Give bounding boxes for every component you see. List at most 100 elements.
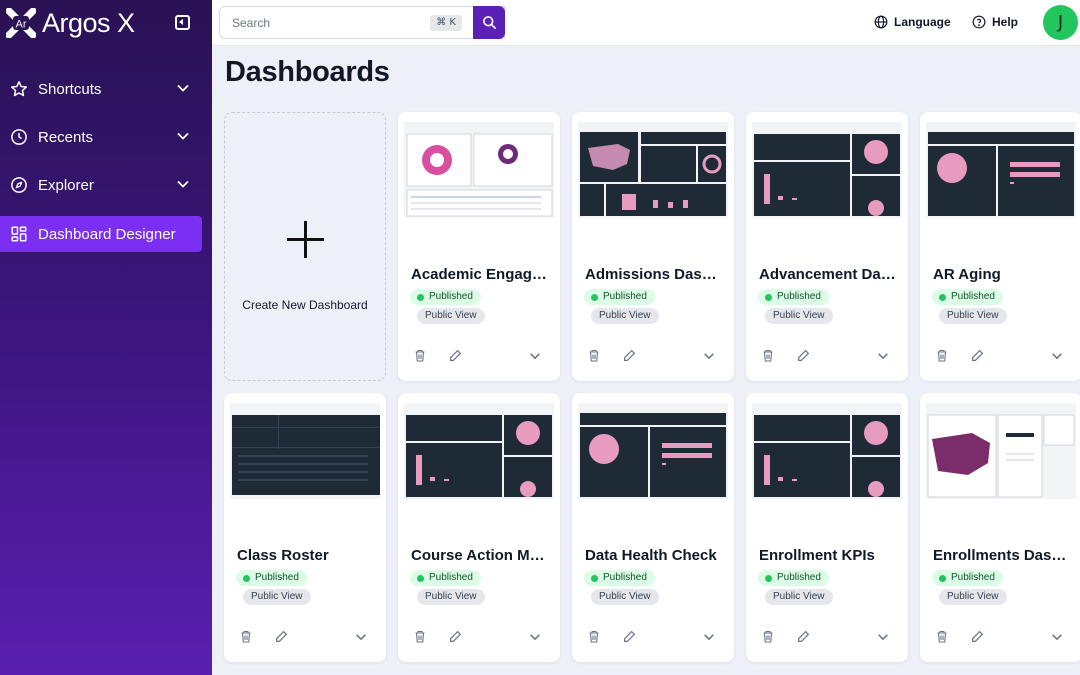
create-new-dashboard-card[interactable]: Create New Dashboard: [224, 112, 386, 381]
dashboard-thumbnail[interactable]: [926, 403, 1076, 499]
dashboard-card[interactable]: AR Aging Published Public View: [920, 112, 1080, 381]
visibility-badge: Public View: [243, 589, 311, 605]
status-dot-icon: [591, 293, 598, 301]
dashboard-thumbnail[interactable]: [578, 403, 728, 499]
dashboard-title[interactable]: Data Health Check: [585, 547, 717, 564]
dashboard-thumbnail[interactable]: [404, 403, 554, 499]
status-dot-icon: [939, 574, 946, 582]
status-badge: Published: [410, 570, 481, 586]
chevron-down-icon: [176, 81, 190, 99]
edit-icon[interactable]: [623, 349, 636, 367]
dashboard-thumbnail[interactable]: [578, 122, 728, 218]
dashboard-title[interactable]: Admissions Dashboard: [585, 266, 725, 283]
status-label: Published: [603, 291, 647, 302]
dashboard-thumbnail[interactable]: [404, 122, 554, 218]
language-label: Language: [894, 15, 951, 29]
status-label: Published: [429, 291, 473, 302]
dashboard-card[interactable]: Advancement Dashboard Published Public V…: [746, 112, 908, 381]
dashboard-title[interactable]: Advancement Dashboard: [759, 266, 899, 283]
dashboard-card[interactable]: Academic Engagement Dashboard Published …: [398, 112, 560, 381]
edit-icon[interactable]: [797, 630, 810, 648]
search-icon: [482, 16, 496, 29]
dashboard-card[interactable]: Enrollments Dashboard Published Public V…: [920, 393, 1080, 662]
dashboard-card[interactable]: Class Roster Published Public View: [224, 393, 386, 662]
dashboard-card[interactable]: Enrollment KPIs Published Public View: [746, 393, 908, 662]
app-logo[interactable]: Ar Argos X: [5, 6, 135, 40]
dashboard-title[interactable]: AR Aging: [933, 266, 1001, 283]
status-label: Published: [603, 572, 647, 583]
status-label: Published: [777, 572, 821, 583]
chevron-down-icon: [176, 129, 190, 147]
language-button[interactable]: Language: [874, 15, 951, 29]
delete-icon[interactable]: [588, 630, 600, 648]
create-new-dashboard-label: Create New Dashboard: [242, 298, 368, 312]
search-button[interactable]: [473, 6, 505, 39]
sidebar-item-dashboard-designer[interactable]: Dashboard Designer: [0, 216, 202, 252]
dashboard-title[interactable]: Course Action Monitor: [411, 547, 551, 564]
sidebar-item-explorer[interactable]: Explorer: [0, 167, 202, 203]
status-badge: Published: [758, 570, 829, 586]
edit-icon[interactable]: [797, 349, 810, 367]
edit-icon[interactable]: [449, 630, 462, 648]
dashboard-thumbnail[interactable]: [752, 403, 902, 499]
edit-icon[interactable]: [971, 630, 984, 648]
delete-icon[interactable]: [414, 630, 426, 648]
delete-icon[interactable]: [240, 630, 252, 648]
dashboard-thumbnail[interactable]: [752, 122, 902, 218]
edit-icon[interactable]: [971, 349, 984, 367]
status-label: Published: [951, 291, 995, 302]
edit-icon[interactable]: [449, 349, 462, 367]
plus-icon: [287, 221, 324, 258]
edit-icon[interactable]: [623, 630, 636, 648]
visibility-badge: Public View: [417, 308, 485, 324]
sidebar-item-label: Explorer: [38, 176, 94, 194]
sidebar-item-shortcuts[interactable]: Shortcuts: [0, 71, 202, 107]
user-avatar[interactable]: J: [1043, 5, 1078, 40]
visibility-badge: Public View: [765, 589, 833, 605]
chevron-down-icon[interactable]: [1051, 630, 1063, 648]
grid-icon: [10, 225, 28, 243]
dashboard-title[interactable]: Enrollments Dashboard: [933, 547, 1073, 564]
chevron-down-icon[interactable]: [529, 630, 541, 648]
status-badge: Published: [758, 289, 829, 305]
chevron-down-icon[interactable]: [1051, 349, 1063, 367]
delete-icon[interactable]: [936, 630, 948, 648]
keyboard-shortcut-badge: ⌘ K: [430, 15, 462, 31]
help-button[interactable]: Help: [972, 15, 1018, 29]
chevron-down-icon[interactable]: [877, 630, 889, 648]
status-badge: Published: [236, 570, 307, 586]
delete-icon[interactable]: [414, 349, 426, 367]
search-placeholder: Search: [232, 16, 271, 30]
chevron-down-icon[interactable]: [355, 630, 367, 648]
chevron-down-icon[interactable]: [703, 349, 715, 367]
compass-icon: [10, 176, 28, 194]
status-label: Published: [951, 572, 995, 583]
status-dot-icon: [243, 574, 250, 582]
dashboard-title[interactable]: Class Roster: [237, 547, 329, 564]
delete-icon[interactable]: [762, 349, 774, 367]
search-input[interactable]: Search ⌘ K: [219, 6, 505, 39]
dashboard-title[interactable]: Academic Engagement Dashboard: [411, 266, 551, 283]
collapse-sidebar-icon[interactable]: [175, 15, 190, 30]
delete-icon[interactable]: [936, 349, 948, 367]
visibility-badge: Public View: [939, 308, 1007, 324]
dashboard-card[interactable]: Data Health Check Published Public View: [572, 393, 734, 662]
clock-icon: [10, 128, 28, 146]
chevron-down-icon[interactable]: [703, 630, 715, 648]
chevron-down-icon[interactable]: [877, 349, 889, 367]
delete-icon[interactable]: [588, 349, 600, 367]
help-circle-icon: [972, 15, 986, 29]
globe-icon: [874, 15, 888, 29]
chevron-down-icon[interactable]: [529, 349, 541, 367]
dashboard-card[interactable]: Admissions Dashboard Published Public Vi…: [572, 112, 734, 381]
dashboard-thumbnail[interactable]: [230, 403, 380, 499]
delete-icon[interactable]: [762, 630, 774, 648]
status-dot-icon: [765, 293, 772, 301]
status-badge: Published: [584, 289, 655, 305]
dashboard-card[interactable]: Course Action Monitor Published Public V…: [398, 393, 560, 662]
dashboard-title[interactable]: Enrollment KPIs: [759, 547, 875, 564]
edit-icon[interactable]: [275, 630, 288, 648]
sidebar: Ar Argos X Shortcuts Recents Explorer Da…: [0, 0, 212, 675]
dashboard-thumbnail[interactable]: [926, 122, 1076, 218]
sidebar-item-recents[interactable]: Recents: [0, 119, 202, 155]
